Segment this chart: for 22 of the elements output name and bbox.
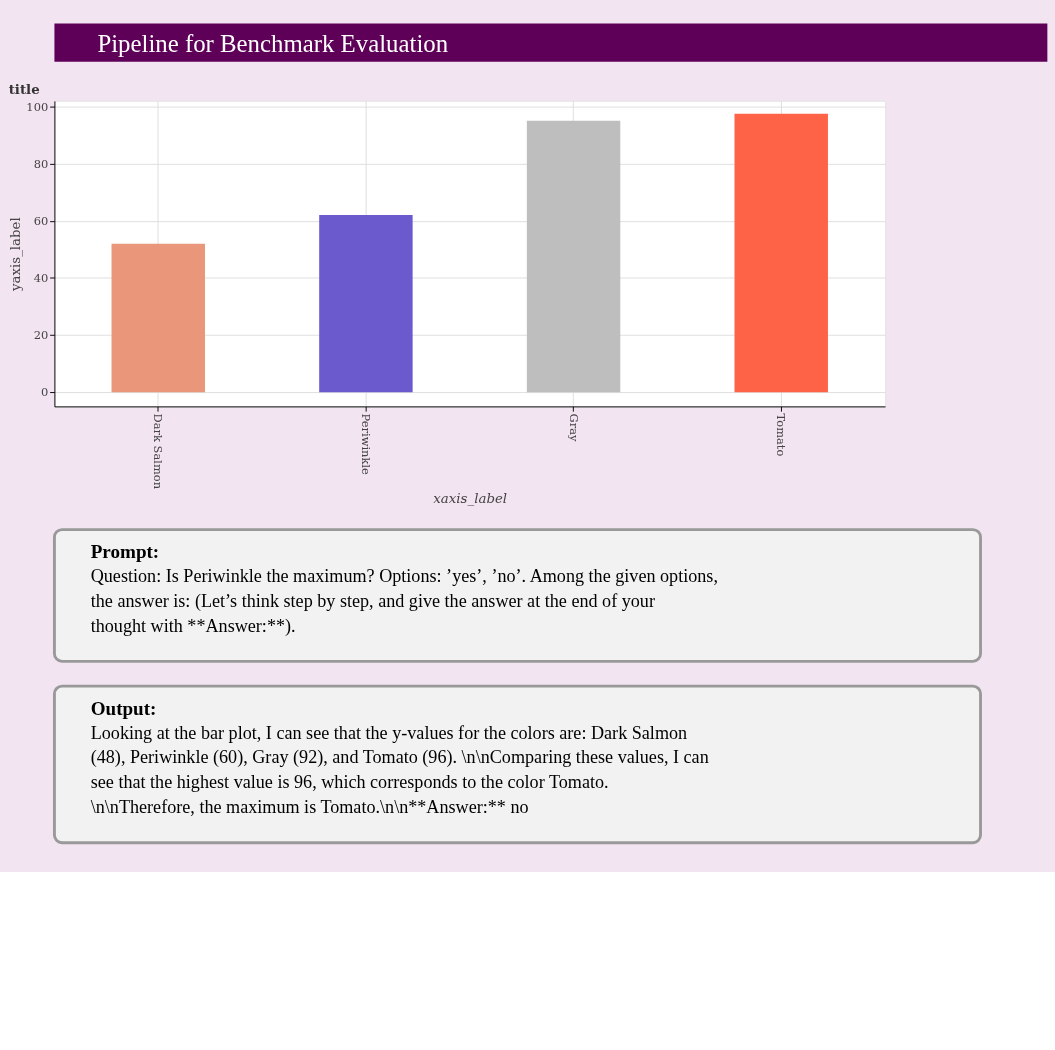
x-tick-label: Gray xyxy=(566,413,581,442)
bar xyxy=(111,243,205,393)
x-tick-label: Dark Salmon xyxy=(151,413,166,490)
y-tick-label: 60 xyxy=(33,214,49,229)
text: Output: xyxy=(90,697,157,719)
bar xyxy=(319,215,413,393)
y-tick-label: 100 xyxy=(26,99,49,114)
x-tick-label: Tomato xyxy=(774,413,789,457)
y-tick-label: 0 xyxy=(40,385,49,400)
x-tick-label: Periwinkle xyxy=(359,413,374,476)
bar xyxy=(734,113,828,393)
x-axis-title: xaxis_label xyxy=(433,491,508,507)
chart-subtitle: title xyxy=(8,81,40,98)
text: Looking at the bar plot, I can see that the y-values for the colors are: Dark Salmon (48), Periwinkle (60), Gray (92), and Tomato (96). \n\nComparing these values, I can see that the highest value is 96, which corresponds to the color Tomato. \n\nTherefore, the maximum is Tomato.\n\n**Answer:** no xyxy=(90,722,709,818)
y-axis-title: yaxis_label xyxy=(7,217,23,293)
y-tick-label: 80 xyxy=(33,157,49,171)
bar xyxy=(526,120,621,393)
chart-title: Pipeline for Benchmark Evaluation xyxy=(97,30,449,58)
y-tick-label: 20 xyxy=(33,328,49,343)
y-tick-label: 40 xyxy=(33,271,49,286)
text: Prompt: xyxy=(90,541,160,563)
text: Question: Is Periwinkle the maximum? Options: ’yes’, ’no’. Among the given options, the answer is: (Let’s think step by step, and give the answer at the end of your thought with **Answer:**). xyxy=(90,566,718,637)
